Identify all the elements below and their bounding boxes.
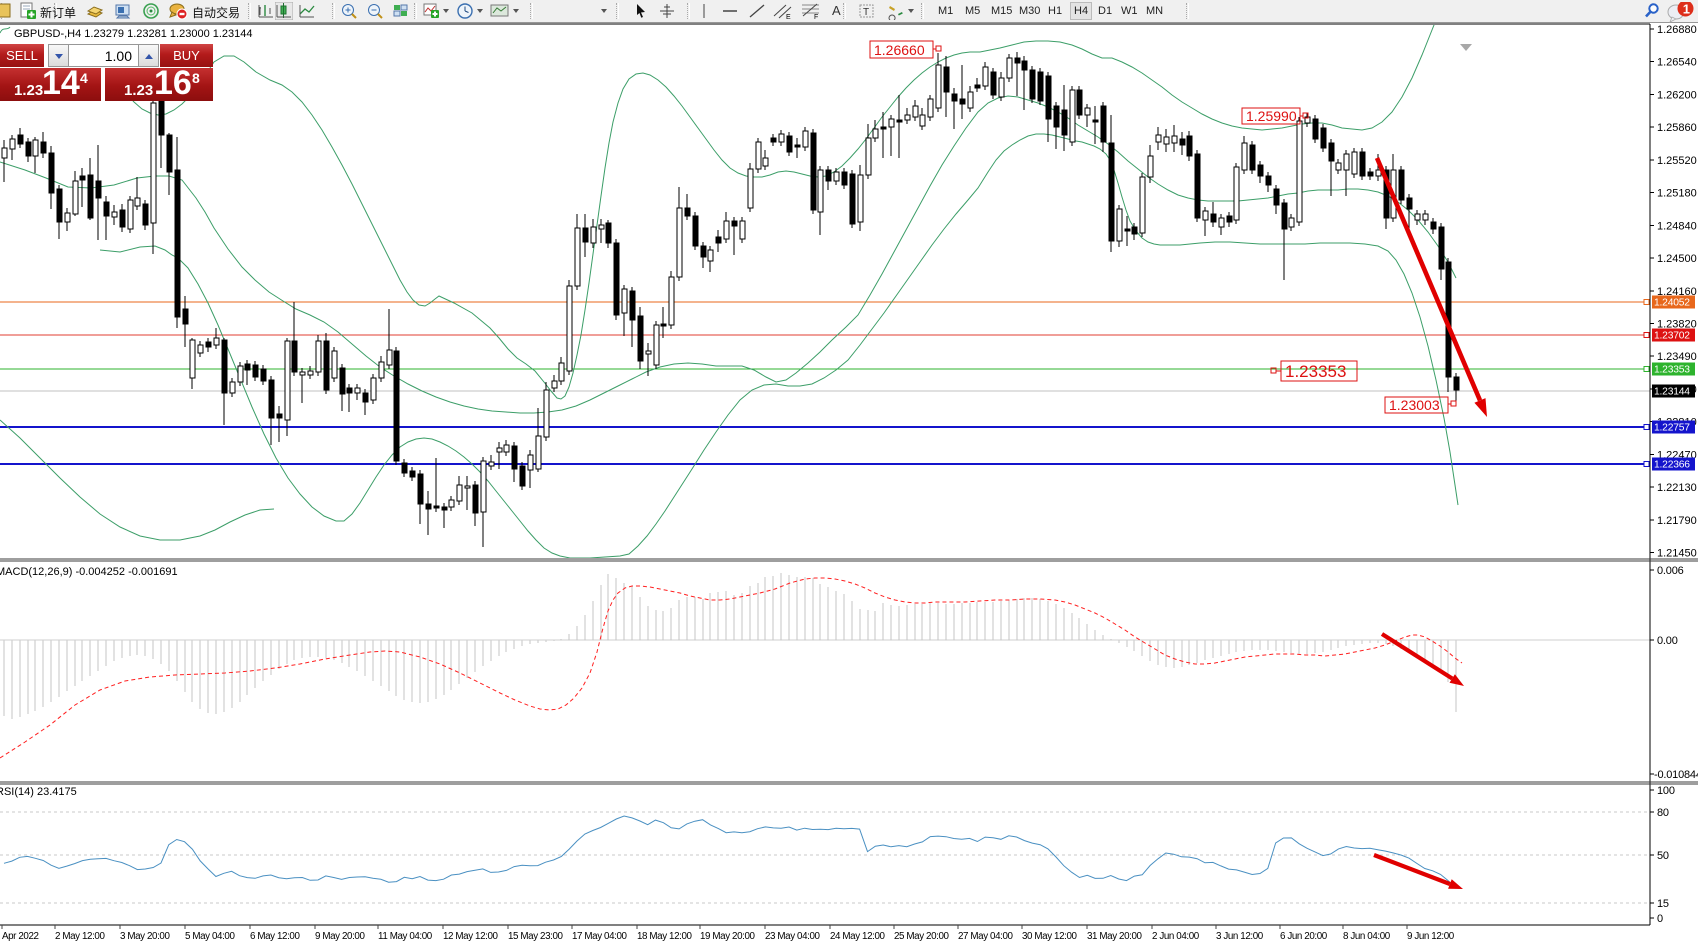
svg-text:GBPUSD-,H4 1.23279 1.23281 1.: GBPUSD-,H4 1.23279 1.23281 1.23000 1.231… <box>14 28 253 40</box>
svg-text:Apr 2022: Apr 2022 <box>2 931 39 942</box>
svg-text:1.21450: 1.21450 <box>1657 548 1697 560</box>
svg-text:6 Jun 20:00: 6 Jun 20:00 <box>1280 931 1328 942</box>
svg-text:27 May 04:00: 27 May 04:00 <box>958 931 1014 942</box>
svg-text:11 May 04:00: 11 May 04:00 <box>378 931 433 942</box>
svg-text:1.24840: 1.24840 <box>1657 220 1697 232</box>
svg-text:1.21790: 1.21790 <box>1657 515 1697 527</box>
svg-text:30 May 12:00: 30 May 12:00 <box>1022 931 1078 942</box>
svg-text:1.25180: 1.25180 <box>1657 188 1697 200</box>
svg-text:1.23353: 1.23353 <box>1285 362 1346 381</box>
svg-text:1.25990: 1.25990 <box>1246 108 1297 124</box>
svg-text:F: F <box>814 14 818 20</box>
svg-text:18 May 12:00: 18 May 12:00 <box>637 931 693 942</box>
svg-text:0.006: 0.006 <box>1657 565 1684 577</box>
svg-text:1.25860: 1.25860 <box>1657 122 1697 134</box>
svg-text:1.24500: 1.24500 <box>1657 253 1697 265</box>
svg-text:15: 15 <box>1657 898 1669 910</box>
svg-text:1.22366: 1.22366 <box>1654 460 1690 471</box>
svg-text:1.25520: 1.25520 <box>1657 155 1697 167</box>
svg-text:31 May 20:00: 31 May 20:00 <box>1087 931 1143 942</box>
svg-text:0: 0 <box>1657 913 1663 925</box>
svg-text:1.23353: 1.23353 <box>1654 365 1690 376</box>
svg-text:2 May 12:00: 2 May 12:00 <box>55 931 105 942</box>
svg-text:1.26200: 1.26200 <box>1657 89 1697 101</box>
svg-text:6 May 12:00: 6 May 12:00 <box>250 931 300 942</box>
svg-text:19 May 20:00: 19 May 20:00 <box>700 931 756 942</box>
svg-text:1.23144: 1.23144 <box>1654 387 1690 398</box>
svg-text:-0.010844: -0.010844 <box>1654 769 1698 781</box>
svg-text:1: 1 <box>1683 2 1690 17</box>
svg-text:2 Jun 04:00: 2 Jun 04:00 <box>1152 931 1200 942</box>
svg-text:15 May 23:00: 15 May 23:00 <box>508 931 564 942</box>
svg-text:T: T <box>863 7 869 18</box>
svg-text:1.23490: 1.23490 <box>1657 351 1697 363</box>
svg-text:1.24052: 1.24052 <box>1654 298 1690 309</box>
svg-text:0.00: 0.00 <box>1657 635 1678 647</box>
svg-text:100: 100 <box>1657 785 1675 797</box>
svg-text:3 May 20:00: 3 May 20:00 <box>120 931 170 942</box>
svg-text:9 Jun 12:00: 9 Jun 12:00 <box>1407 931 1455 942</box>
svg-text:MACD(12,26,9) -0.004252 -0.001: MACD(12,26,9) -0.004252 -0.001691 <box>0 566 178 578</box>
svg-text:23 May 04:00: 23 May 04:00 <box>765 931 821 942</box>
svg-text:1.26660: 1.26660 <box>874 42 925 58</box>
svg-text:1.22130: 1.22130 <box>1657 482 1697 494</box>
svg-text:9 May 20:00: 9 May 20:00 <box>315 931 365 942</box>
svg-text:1.24160: 1.24160 <box>1657 286 1697 298</box>
svg-text:24 May 12:00: 24 May 12:00 <box>830 931 886 942</box>
svg-text:1.22757: 1.22757 <box>1654 423 1690 434</box>
svg-text:25 May 20:00: 25 May 20:00 <box>894 931 950 942</box>
svg-text:1.26880: 1.26880 <box>1657 24 1697 36</box>
svg-text:3 Jun 12:00: 3 Jun 12:00 <box>1216 931 1264 942</box>
svg-text:1.23702: 1.23702 <box>1654 331 1690 342</box>
svg-text:8 Jun 04:00: 8 Jun 04:00 <box>1343 931 1391 942</box>
svg-text:12 May 12:00: 12 May 12:00 <box>443 931 499 942</box>
svg-text:E: E <box>786 14 791 20</box>
svg-text:1.23003: 1.23003 <box>1389 397 1440 413</box>
svg-text:5 May 04:00: 5 May 04:00 <box>185 931 235 942</box>
svg-text:1.23820: 1.23820 <box>1657 319 1697 331</box>
svg-text:17 May 04:00: 17 May 04:00 <box>572 931 628 942</box>
svg-text:50: 50 <box>1657 850 1669 862</box>
svg-text:RSI(14) 23.4175: RSI(14) 23.4175 <box>0 786 77 798</box>
svg-text:1.26540: 1.26540 <box>1657 57 1697 69</box>
svg-text:80: 80 <box>1657 807 1669 819</box>
